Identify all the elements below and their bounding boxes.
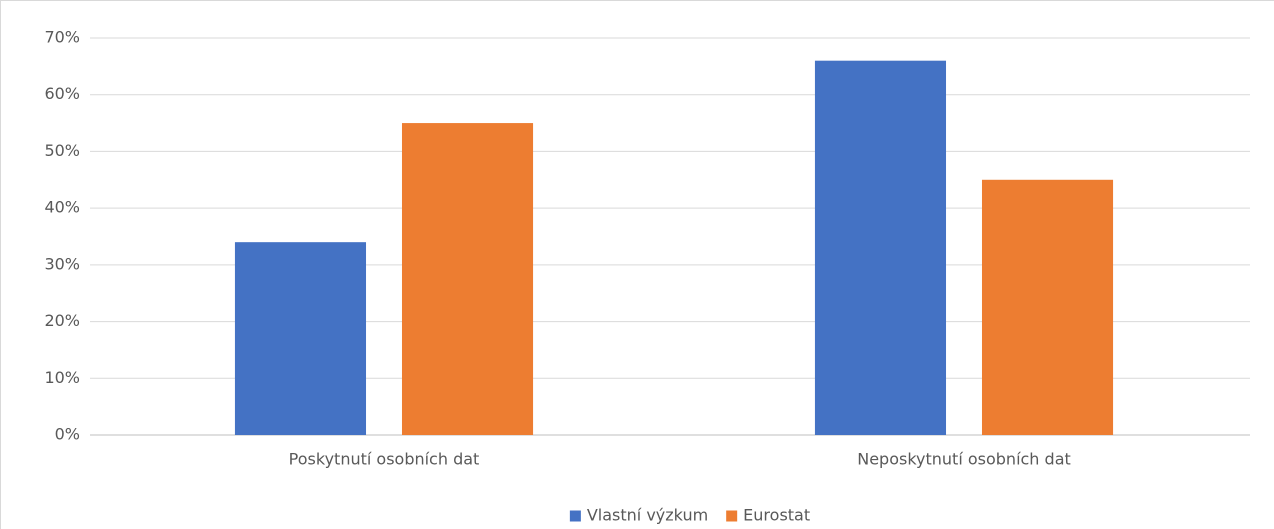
y-tick-label: 30% xyxy=(44,254,80,273)
y-tick-label: 40% xyxy=(44,198,80,217)
legend-swatch xyxy=(569,510,581,522)
bar xyxy=(981,179,1114,435)
y-tick-label: 70% xyxy=(44,28,80,47)
legend-label: Eurostat xyxy=(743,506,810,525)
bar xyxy=(814,60,947,435)
y-tick-label: 50% xyxy=(44,141,80,160)
x-tick-label: Neposkytnutí osobních dat xyxy=(857,450,1071,469)
y-tick-label: 60% xyxy=(44,84,80,103)
x-tick-label: Poskytnutí osobních dat xyxy=(289,450,480,469)
y-tick-label: 20% xyxy=(44,311,80,330)
bar xyxy=(401,123,534,436)
legend-label: Vlastní výzkum xyxy=(587,506,708,525)
y-tick-label: 0% xyxy=(55,425,80,444)
bar xyxy=(234,242,367,435)
y-tick-label: 10% xyxy=(44,368,80,387)
legend-swatch xyxy=(726,510,738,522)
